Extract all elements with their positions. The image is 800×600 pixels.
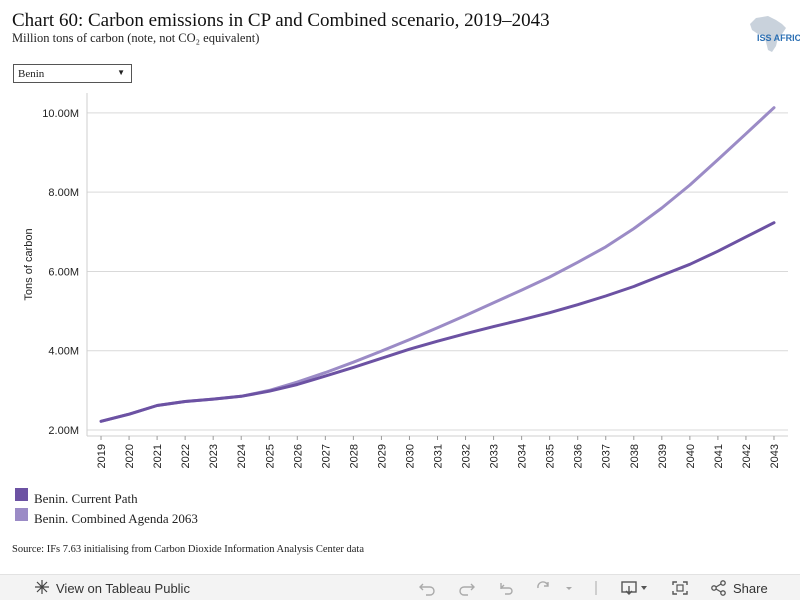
logo-text: ISS AFRICA — [757, 33, 800, 43]
x-tick-label: 2019 — [96, 444, 108, 468]
tableau-logo-icon — [35, 580, 49, 594]
y-tick-label: 4.00M — [48, 346, 79, 358]
africa-logo-icon — [750, 16, 786, 52]
chart-subtitle: Million tons of carbon (note, not CO₂ eq… — [12, 31, 260, 45]
fullscreen-icon[interactable] — [671, 580, 689, 596]
source-note: Source: IFs 7.63 initialising from Carbo… — [12, 544, 364, 555]
x-tick-label: 2042 — [741, 444, 753, 468]
tableau-toolbar: View on Tableau Public Share — [0, 574, 800, 600]
x-tick-label: 2033 — [489, 444, 501, 468]
series-line — [99, 221, 776, 423]
x-tick-label: 2035 — [545, 444, 557, 468]
revert-icon[interactable] — [498, 580, 516, 596]
x-tick-label: 2023 — [208, 444, 220, 468]
legend-label: Benin. Current Path — [34, 491, 138, 506]
redo-icon[interactable] — [458, 580, 476, 596]
country-select-value: Benin — [18, 68, 45, 80]
x-tick-label: 2027 — [320, 444, 332, 468]
x-tick-label: 2039 — [657, 444, 669, 468]
view-on-tableau-label: View on Tableau Public — [56, 581, 190, 596]
series-line — [99, 106, 776, 423]
x-tick-label: 2021 — [152, 444, 164, 468]
x-tick-label: 2030 — [404, 444, 416, 468]
y-tick-label: 6.00M — [48, 266, 79, 278]
chevron-down-icon: ▼ — [117, 68, 125, 77]
refresh-icon[interactable] — [535, 580, 553, 596]
x-tick-label: 2036 — [573, 444, 585, 468]
x-tick-label: 2020 — [124, 444, 136, 468]
line-chart: 2.00M 4.00M 6.00M 8.00M 10.00M 2019 2020 2021 20… — [23, 93, 788, 468]
legend-swatch-combined — [15, 508, 28, 521]
x-tick-label: 2040 — [685, 444, 697, 468]
x-tick-label: 2026 — [292, 444, 304, 468]
x-tick-label: 2022 — [180, 444, 192, 468]
y-axis-title: Tons of carbon — [23, 228, 35, 300]
x-tick-label: 2032 — [461, 444, 473, 468]
share-label[interactable]: Share — [733, 581, 768, 596]
legend-label: Benin. Combined Agenda 2063 — [34, 511, 198, 526]
x-tick-label: 2034 — [517, 444, 529, 468]
chart-title: Chart 60: Carbon emissions in CP and Com… — [12, 10, 550, 31]
x-tick-label: 2031 — [433, 444, 445, 468]
toolbar-divider — [595, 581, 597, 595]
x-tick-label: 2025 — [264, 444, 276, 468]
legend-swatch-current-path — [15, 488, 28, 501]
undo-icon[interactable] — [418, 580, 436, 596]
x-tick-label: 2043 — [769, 444, 781, 468]
x-tick-label: 2037 — [601, 444, 613, 468]
x-tick-label: 2038 — [629, 444, 641, 468]
x-tick-label: 2028 — [348, 444, 360, 468]
x-tick-label: 2029 — [376, 444, 388, 468]
y-tick-label: 10.00M — [42, 108, 79, 120]
y-tick-label: 2.00M — [48, 425, 79, 437]
share-icon[interactable] — [710, 580, 728, 596]
y-tick-label: 8.00M — [48, 187, 79, 199]
x-tick-label: 2041 — [713, 444, 725, 468]
x-tick-label: 2024 — [236, 444, 248, 468]
download-icon[interactable] — [620, 580, 652, 596]
country-select[interactable]: Benin ▼ — [13, 64, 132, 83]
chevron-down-icon[interactable] — [564, 580, 574, 596]
